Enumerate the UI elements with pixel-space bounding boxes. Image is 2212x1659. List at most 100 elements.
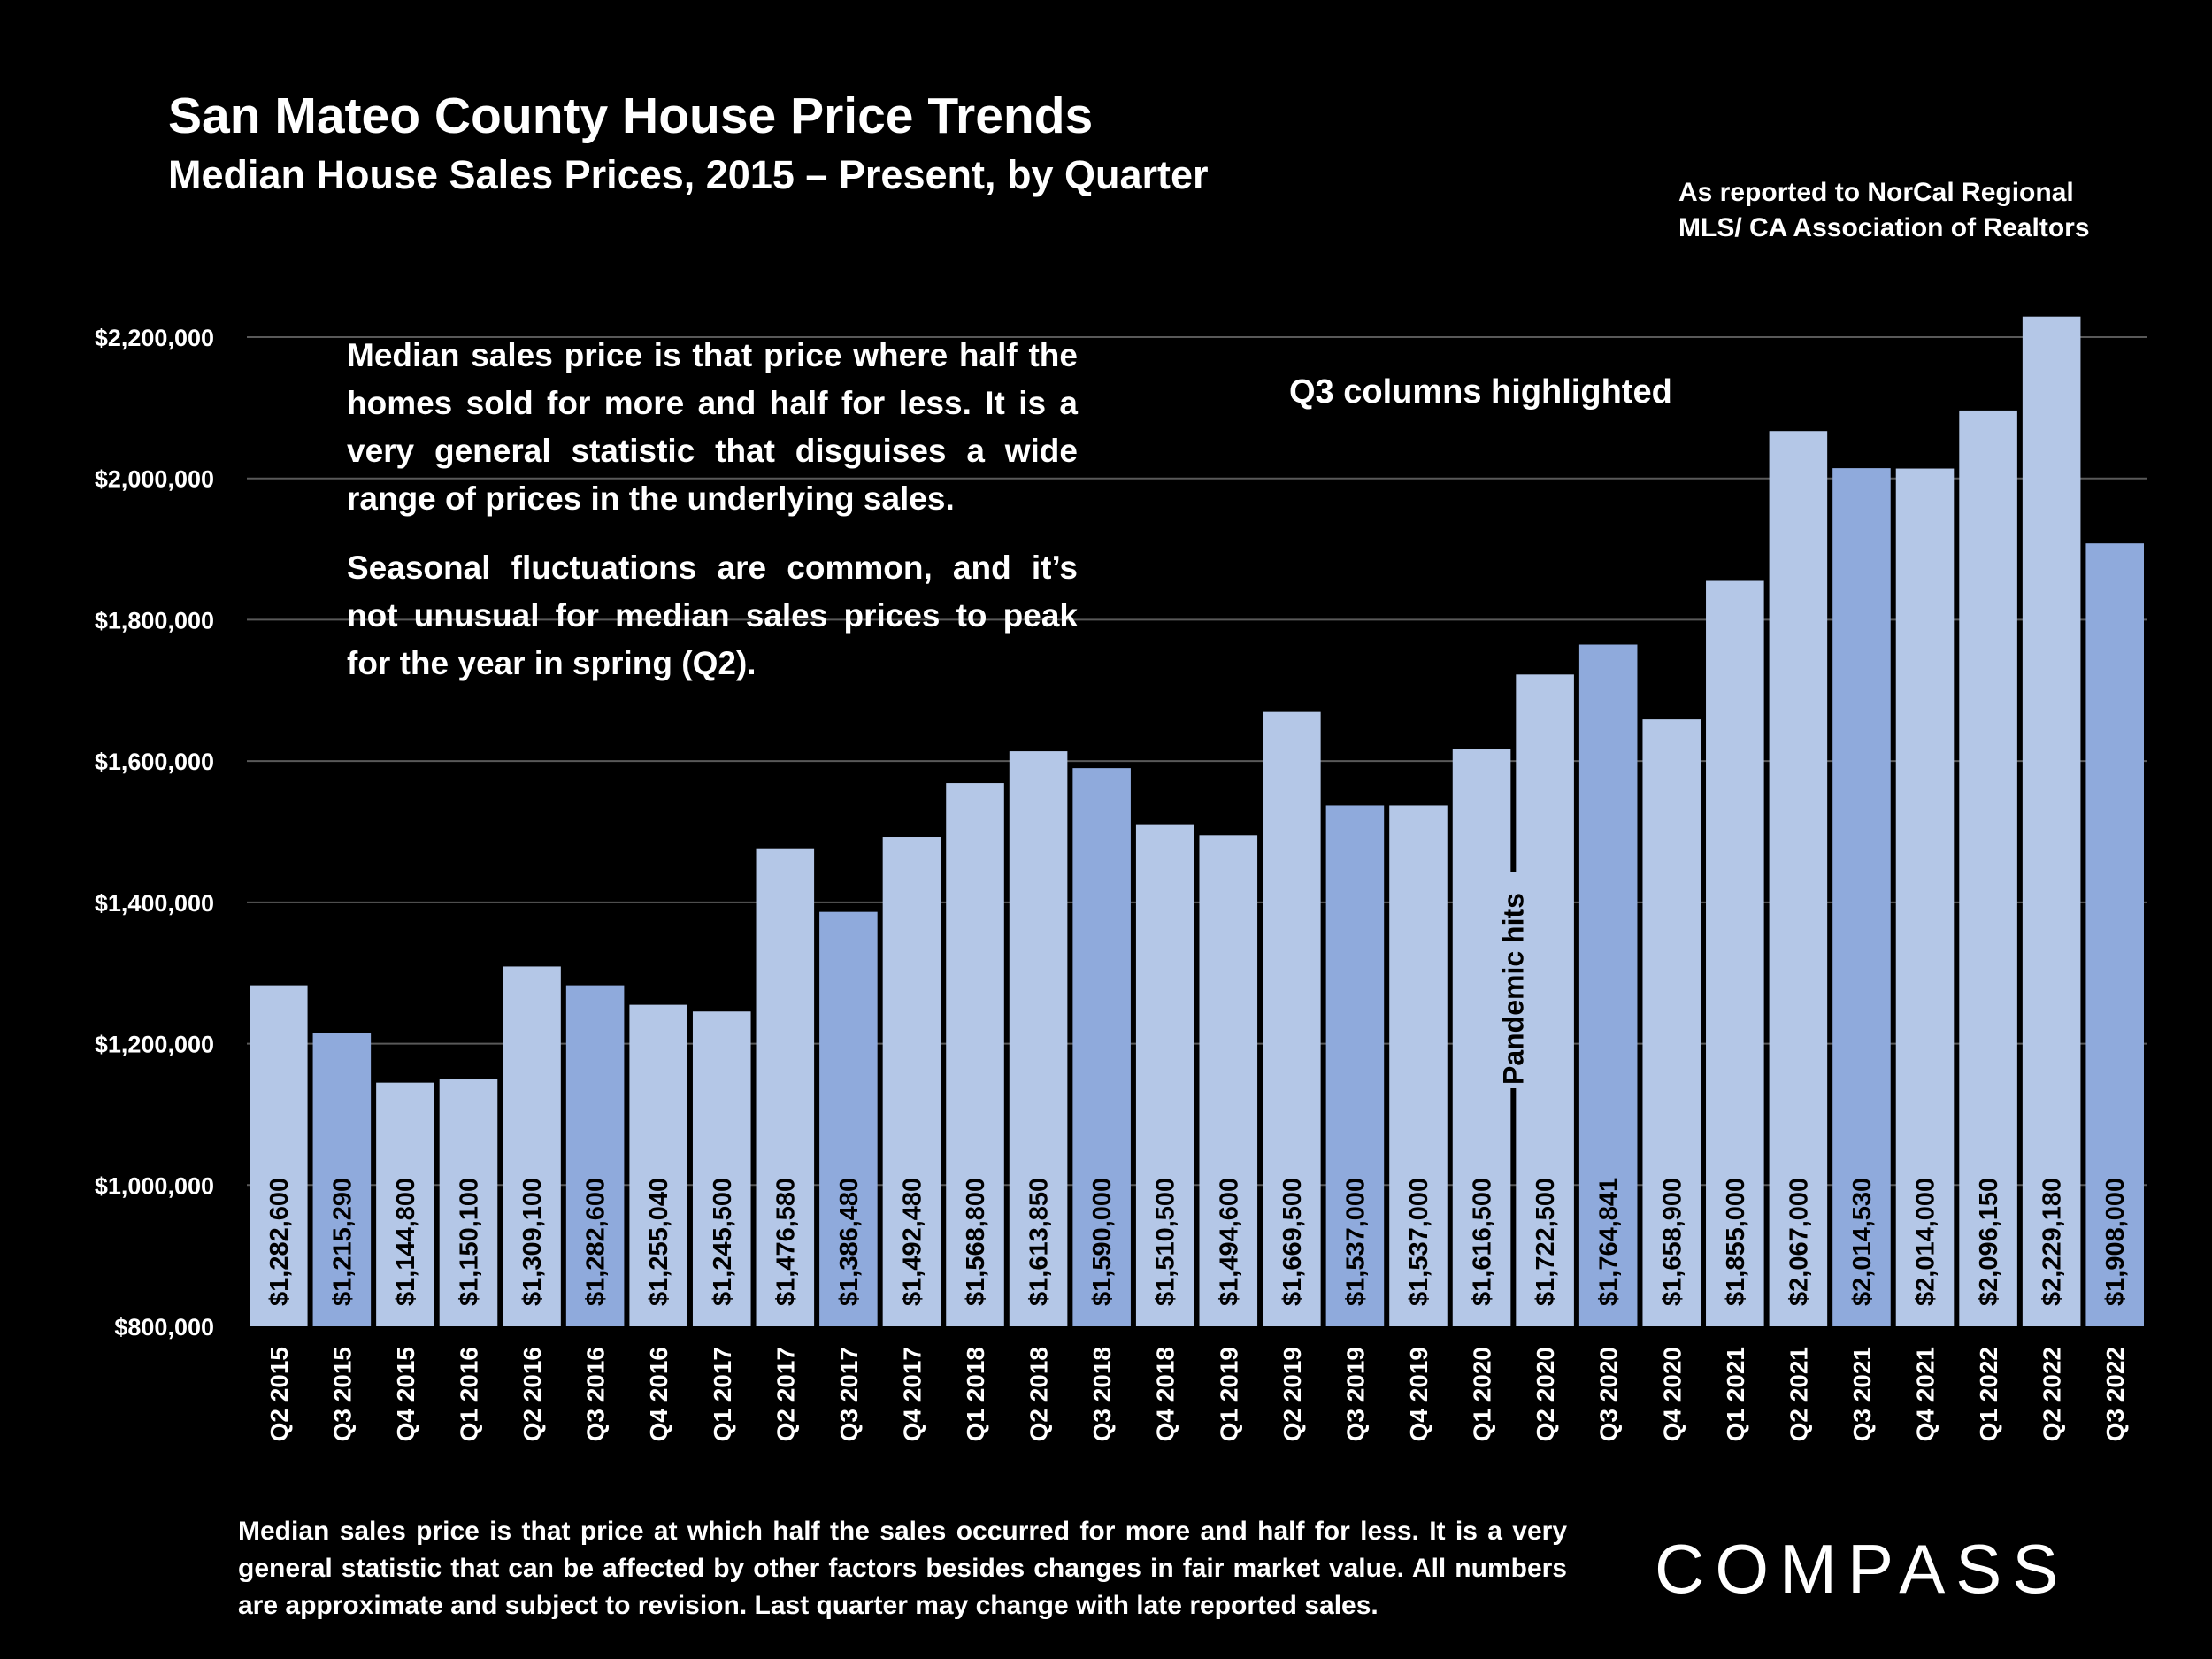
data-label: $1,510,500 <box>1152 1178 1180 1306</box>
y-tick-label: $1,600,000 <box>95 749 214 775</box>
x-tick-label: Q1 2020 <box>1469 1347 1496 1441</box>
bar <box>819 911 878 1326</box>
data-label: $2,014,530 <box>1848 1178 1877 1306</box>
x-tick-label: Q2 2018 <box>1025 1347 1053 1441</box>
y-tick-label: $1,400,000 <box>95 890 214 917</box>
bar <box>1199 835 1258 1326</box>
q3-highlight-annotation: Q3 columns highlighted <box>1289 373 1672 411</box>
data-label: $1,669,500 <box>1279 1178 1307 1306</box>
data-label: $1,855,000 <box>1722 1178 1750 1306</box>
x-tick-label: Q4 2019 <box>1405 1347 1432 1441</box>
x-tick-label: Q1 2021 <box>1722 1347 1749 1441</box>
y-tick-label: $1,000,000 <box>95 1172 214 1199</box>
x-tick-label: Q3 2020 <box>1595 1347 1623 1441</box>
x-tick-label: Q1 2019 <box>1215 1347 1242 1441</box>
source-line-2: MLS/ CA Association of Realtors <box>1678 213 2090 242</box>
bar <box>250 985 308 1326</box>
bar <box>882 837 941 1326</box>
data-label: $1,255,040 <box>645 1178 673 1306</box>
bar <box>376 1082 434 1326</box>
bar <box>756 848 815 1326</box>
x-tick-label: Q2 2015 <box>265 1347 293 1441</box>
compass-logo: COMPASS <box>1655 1530 2070 1608</box>
data-label: $1,568,800 <box>962 1178 990 1306</box>
bar <box>629 1004 687 1326</box>
x-tick-label: Q3 2017 <box>835 1347 863 1441</box>
bar <box>2085 543 2144 1326</box>
x-tick-label: Q3 2016 <box>582 1347 610 1441</box>
y-tick-label: $2,200,000 <box>95 325 214 351</box>
x-tick-label: Q4 2018 <box>1152 1347 1179 1441</box>
x-tick-label: Q4 2017 <box>898 1347 926 1441</box>
data-label: $1,616,500 <box>1469 1178 1497 1306</box>
bar <box>1135 824 1194 1326</box>
bar <box>692 1011 751 1326</box>
data-label: $2,014,000 <box>1912 1178 1940 1306</box>
x-tick-label: Q4 2016 <box>645 1347 672 1441</box>
pandemic-annotation-box <box>1494 872 1533 1088</box>
data-label: $2,096,150 <box>1975 1178 2003 1306</box>
pandemic-annotation: Pandemic hits <box>1497 893 1529 1085</box>
data-label: $1,150,100 <box>455 1178 483 1306</box>
x-tick-label: Q4 2021 <box>1912 1347 1939 1441</box>
data-label: $1,309,100 <box>518 1178 547 1306</box>
x-tick-label: Q2 2019 <box>1279 1347 1306 1441</box>
x-tick-label: Q2 2022 <box>2039 1347 2066 1441</box>
data-label: $1,537,000 <box>1405 1178 1433 1306</box>
x-tick-label: Q4 2020 <box>1658 1347 1686 1441</box>
bar <box>1895 468 1955 1326</box>
data-label: $1,215,290 <box>328 1178 357 1306</box>
bar <box>1389 805 1448 1326</box>
bar <box>1578 644 1638 1326</box>
x-tick-label: Q1 2018 <box>962 1347 989 1441</box>
explanation-note: Median sales price is that price where h… <box>347 332 1078 709</box>
x-tick-label: Q2 2020 <box>1532 1347 1559 1441</box>
bar <box>439 1079 498 1326</box>
y-tick-label: $800,000 <box>114 1314 214 1340</box>
bar <box>312 1033 372 1326</box>
source-line-1: As reported to NorCal Regional <box>1678 178 2074 207</box>
footer-disclaimer: Median sales price is that price at whic… <box>238 1517 1567 1620</box>
x-tick-label: Q3 2021 <box>1848 1347 1876 1441</box>
data-label: $1,282,600 <box>582 1178 611 1306</box>
data-label: $1,908,000 <box>2101 1178 2130 1306</box>
y-tick-label: $2,000,000 <box>95 466 214 493</box>
bar <box>565 985 625 1326</box>
data-label: $1,494,600 <box>1215 1178 1243 1306</box>
chart-subtitle: Median House Sales Prices, 2015 – Presen… <box>168 152 1209 197</box>
x-tick-label: Q3 2022 <box>2101 1347 2129 1441</box>
bar <box>2022 316 2081 1326</box>
bar <box>1832 468 1891 1326</box>
x-tick-label: Q2 2021 <box>1785 1347 1812 1441</box>
bar <box>946 783 1004 1326</box>
y-tick-label: $1,200,000 <box>95 1032 214 1058</box>
note-paragraph-2: Seasonal fluctuations are common, and it… <box>347 549 1078 681</box>
bar <box>1769 431 1828 1327</box>
x-tick-label: Q4 2015 <box>392 1347 419 1441</box>
y-tick-label: $1,800,000 <box>95 607 214 634</box>
data-label: $1,537,000 <box>1341 1178 1370 1306</box>
data-label: $1,282,600 <box>265 1178 294 1306</box>
data-label: $1,492,480 <box>898 1178 926 1306</box>
data-label: $1,613,850 <box>1025 1178 1054 1306</box>
bar <box>503 966 561 1326</box>
x-tick-label: Q3 2015 <box>328 1347 356 1441</box>
data-label: $1,476,580 <box>772 1178 800 1306</box>
bar <box>1072 768 1131 1326</box>
data-label: $1,590,000 <box>1088 1178 1117 1306</box>
chart-title: San Mateo County House Price Trends <box>168 88 1094 144</box>
bar <box>1325 805 1385 1326</box>
bar <box>1959 410 2017 1326</box>
x-tick-label: Q1 2022 <box>1975 1347 2002 1441</box>
data-label: $1,245,500 <box>709 1178 737 1306</box>
data-label: $1,144,800 <box>392 1178 420 1306</box>
x-tick-label: Q1 2016 <box>455 1347 482 1441</box>
data-label: $1,722,500 <box>1532 1178 1560 1306</box>
x-tick-label: Q1 2017 <box>709 1347 736 1441</box>
note-paragraph-1: Median sales price is that price where h… <box>347 337 1078 517</box>
x-tick-label: Q3 2019 <box>1341 1347 1369 1441</box>
x-tick-label: Q2 2017 <box>772 1347 799 1441</box>
data-label: $1,658,900 <box>1658 1178 1686 1306</box>
bar <box>1706 580 1764 1326</box>
